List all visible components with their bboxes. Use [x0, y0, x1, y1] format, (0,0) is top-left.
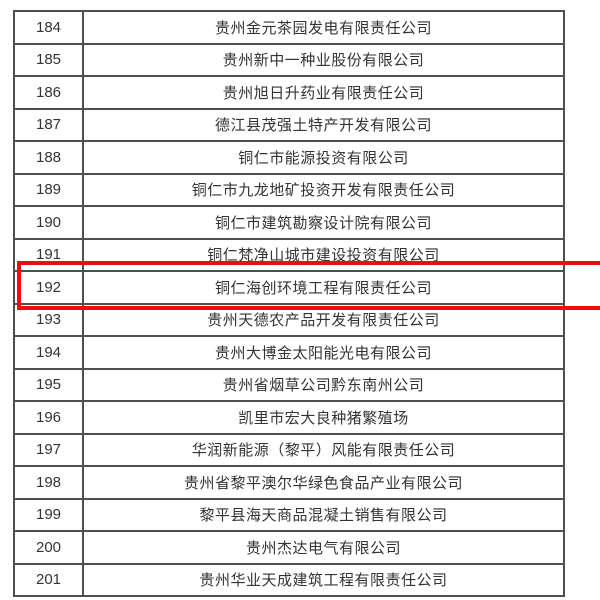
company-name-cell: 铜仁梵净山城市建设投资有限公司	[207, 247, 440, 265]
company-name-cell: 铜仁市建筑勘察设计院有限公司	[214, 214, 432, 232]
row-number-cell: 184	[15, 12, 84, 43]
company-name-cell: 贵州大博金太阳能光电有限公司	[214, 344, 432, 362]
company-name-cell: 铜仁市能源投资有限公司	[238, 149, 409, 167]
row-number-cell: 186	[15, 77, 84, 108]
company-name-cell: 黎平县海天商品混凝土销售有限公司	[199, 507, 448, 525]
company-name-cell: 贵州省黎平澳尔华绿色食品产业有限公司	[183, 474, 463, 492]
row-number-cell: 193	[15, 304, 84, 335]
table-row: 194 贵州大博金太阳能光电有限公司	[15, 337, 563, 370]
row-number-cell: 190	[15, 207, 84, 238]
table-row: 189 铜仁市九龙地矿投资开发有限责任公司	[15, 174, 563, 207]
company-name-cell: 凯里市宏大良种猪繁殖场	[238, 409, 409, 427]
table-row: 198 贵州省黎平澳尔华绿色食品产业有限公司	[15, 467, 563, 500]
row-number-cell: 200	[15, 532, 84, 563]
company-name-cell: 贵州新中一种业股份有限公司	[222, 52, 425, 70]
table-row: 184 贵州金元茶园发电有限责任公司	[15, 12, 563, 45]
table-row: 201 贵州华业天成建筑工程有限责任公司	[15, 564, 563, 595]
company-name-cell: 德江县茂强土特产开发有限公司	[214, 117, 432, 135]
row-number-cell: 192	[15, 272, 84, 303]
row-number-cell: 196	[15, 402, 84, 433]
company-name-cell: 贵州省烟草公司黔东南州公司	[222, 377, 425, 395]
company-table: 184 贵州金元茶园发电有限责任公司 185 贵州新中一种业股份有限公司 186 贵州旭日…	[13, 10, 565, 597]
table-row: 196 凯里市宏大良种猪繁殖场	[15, 402, 563, 435]
table-row: 190 铜仁市建筑勘察设计院有限公司	[15, 207, 563, 240]
table-row: 188 铜仁市能源投资有限公司	[15, 142, 563, 175]
company-name-cell: 贵州杰达电气有限公司	[245, 539, 401, 557]
table-row-highlighted: 192 铜仁海创环境工程有限责任公司	[15, 272, 563, 305]
row-number-cell: 194	[15, 337, 84, 368]
company-name-cell: 华润新能源（黎平）风能有限责任公司	[191, 442, 456, 460]
company-name-cell: 贵州旭日升药业有限责任公司	[222, 84, 425, 102]
table-row: 185 贵州新中一种业股份有限公司	[15, 44, 563, 77]
row-number-cell: 188	[15, 142, 84, 173]
company-name-cell: 贵州华业天成建筑工程有限责任公司	[199, 572, 448, 590]
row-number-cell: 198	[15, 467, 84, 498]
table-row: 193 贵州天德农产品开发有限责任公司	[15, 304, 563, 337]
row-number-cell: 195	[15, 369, 84, 400]
table-row: 200 贵州杰达电气有限公司	[15, 532, 563, 565]
table-row: 199 黎平县海天商品混凝土销售有限公司	[15, 499, 563, 532]
table-row: 195 贵州省烟草公司黔东南州公司	[15, 369, 563, 402]
company-name-cell: 贵州金元茶园发电有限责任公司	[214, 19, 432, 37]
row-number-cell: 187	[15, 109, 84, 140]
row-number-cell: 199	[15, 499, 84, 530]
row-number-cell: 197	[15, 434, 84, 465]
row-number-cell: 189	[15, 174, 84, 205]
row-number-cell: 201	[15, 564, 84, 595]
company-name-cell: 贵州天德农产品开发有限责任公司	[207, 312, 440, 330]
table-row: 197 华润新能源（黎平）风能有限责任公司	[15, 434, 563, 467]
table-row: 187 德江县茂强土特产开发有限公司	[15, 109, 563, 142]
table-row: 186 贵州旭日升药业有限责任公司	[15, 77, 563, 110]
company-name-cell: 铜仁海创环境工程有限责任公司	[214, 279, 432, 297]
row-number-cell: 185	[15, 44, 84, 75]
table-row: 191 铜仁梵净山城市建设投资有限公司	[15, 239, 563, 272]
row-number-cell: 191	[15, 239, 84, 270]
company-name-cell: 铜仁市九龙地矿投资开发有限责任公司	[191, 182, 456, 200]
